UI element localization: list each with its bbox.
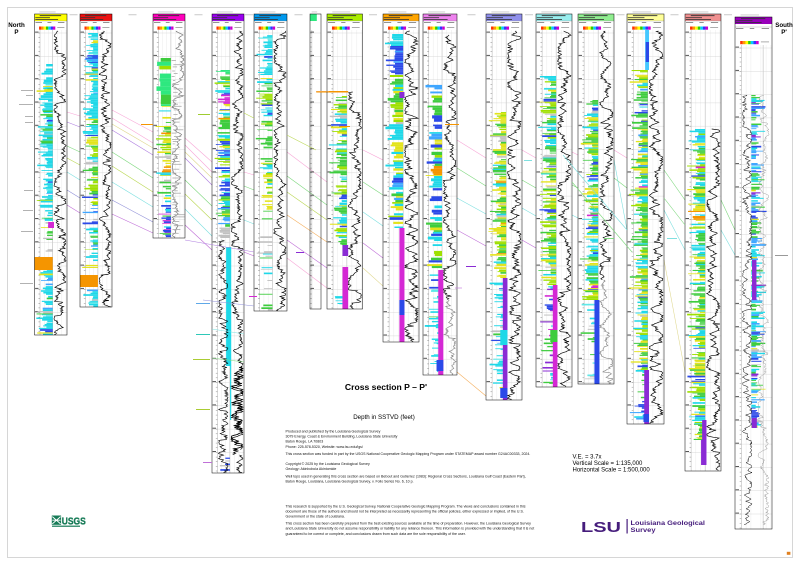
svg-text:Government or the state of Lou: Government or the state of Louisiana. xyxy=(286,515,345,519)
svg-text:P: P xyxy=(14,29,18,36)
svg-text:Copyright © 2025 by the Louisi: Copyright © 2025 by the Louisiana Geolog… xyxy=(286,462,370,466)
svg-text:Depth in SSTVD (feet): Depth in SSTVD (feet) xyxy=(353,414,415,421)
svg-text:guaranteed to be correct or co: guaranteed to be correct or complete, an… xyxy=(286,532,466,536)
svg-text:Baton Rouge, Louisiana, Louisi: Baton Rouge, Louisiana, Louisiana Geolog… xyxy=(286,479,414,483)
svg-text:Produced and published by the: Produced and published by the Louisiana … xyxy=(286,430,381,434)
svg-text:3079 Energy, Coast & Environme: 3079 Energy, Coast & Environment Buildin… xyxy=(286,435,398,439)
svg-text:Phone: 225-578-5320, Website:: Phone: 225-578-5320, Website: www.lsu.ed… xyxy=(286,445,363,449)
svg-text:and Louisiana State University: and Louisiana State University do not as… xyxy=(286,527,535,531)
svg-text:Geology: Akinbobola Akintomide: Geology: Akinbobola Akintomide xyxy=(286,467,337,471)
svg-text:Vertical Scale = 1:135,000: Vertical Scale = 1:135,000 xyxy=(573,461,644,467)
svg-text:Baton Rouge, LA 70803: Baton Rouge, LA 70803 xyxy=(286,440,324,444)
svg-text:document are those of the auth: document are those of the authors and sh… xyxy=(286,510,524,514)
svg-text:P': P' xyxy=(781,29,787,36)
svg-text:Louisiana Geological: Louisiana Geological xyxy=(631,520,706,527)
svg-text:Horizontal Scale = 1:500,000: Horizontal Scale = 1:500,000 xyxy=(573,467,651,473)
svg-text:Cross section P – P': Cross section P – P' xyxy=(345,382,427,392)
svg-text:North: North xyxy=(8,22,25,29)
svg-text:This cross section has been ca: This cross section has been carefully pr… xyxy=(286,522,532,526)
svg-text:V.E. = 3.7x: V.E. = 3.7x xyxy=(573,455,602,461)
svg-text:South: South xyxy=(775,22,793,29)
svg-text:Survey: Survey xyxy=(631,527,656,534)
svg-text:LSU: LSU xyxy=(581,519,621,536)
svg-text:This cross section was funded: This cross section was funded in part by… xyxy=(286,452,531,456)
svg-text:Well tops used in generating t: Well tops used in generating this cross … xyxy=(286,474,526,478)
svg-text:This research is supported by: This research is supported by the U.S. G… xyxy=(286,505,526,509)
